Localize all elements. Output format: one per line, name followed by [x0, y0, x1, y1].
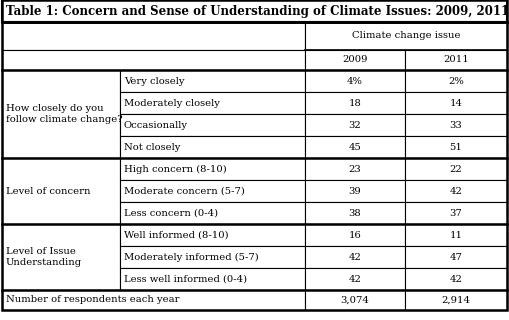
Text: 32: 32: [349, 121, 361, 130]
Bar: [2, 224, 120, 290]
Text: 33: 33: [449, 121, 462, 130]
Text: Number of respondents each year: Number of respondents each year: [6, 295, 180, 305]
Text: 42: 42: [449, 187, 463, 196]
Bar: [305, 290, 405, 310]
Text: High concern (8-10): High concern (8-10): [124, 164, 227, 173]
Bar: [2, 22, 305, 50]
Text: 42: 42: [349, 275, 361, 284]
Text: 2%: 2%: [448, 76, 464, 85]
Bar: [405, 268, 507, 290]
Text: 22: 22: [449, 164, 462, 173]
Bar: [120, 224, 305, 246]
Bar: [305, 202, 405, 224]
Bar: [305, 70, 405, 92]
Bar: [120, 268, 305, 290]
Bar: [120, 180, 305, 202]
Bar: [120, 136, 305, 158]
Bar: [2, 158, 120, 224]
Bar: [120, 92, 305, 114]
Text: Very closely: Very closely: [124, 76, 184, 85]
Text: 18: 18: [349, 99, 361, 108]
Text: Moderately informed (5-7): Moderately informed (5-7): [124, 252, 259, 261]
Bar: [120, 246, 305, 268]
Text: 45: 45: [349, 142, 361, 151]
Bar: [2, 50, 305, 70]
Text: Climate change issue: Climate change issue: [352, 31, 460, 41]
Bar: [405, 202, 507, 224]
Bar: [305, 114, 405, 136]
Text: Table 1: Concern and Sense of Understanding of Climate Issues: 2009, 2011.: Table 1: Concern and Sense of Understand…: [6, 4, 509, 18]
Text: Level of concern: Level of concern: [6, 187, 91, 196]
Text: Occasionally: Occasionally: [124, 121, 188, 130]
Text: 42: 42: [449, 275, 463, 284]
Bar: [2, 0, 507, 22]
Bar: [405, 92, 507, 114]
Bar: [405, 290, 507, 310]
Text: 3,074: 3,074: [341, 295, 370, 305]
Bar: [405, 246, 507, 268]
Text: 39: 39: [349, 187, 361, 196]
Text: 11: 11: [449, 230, 463, 239]
Text: 23: 23: [349, 164, 361, 173]
Text: 2011: 2011: [443, 55, 469, 65]
Bar: [305, 92, 405, 114]
Bar: [2, 0, 507, 22]
Text: Not closely: Not closely: [124, 142, 180, 151]
Bar: [305, 158, 405, 180]
Text: Well informed (8-10): Well informed (8-10): [124, 230, 229, 239]
Bar: [305, 22, 507, 50]
Bar: [305, 268, 405, 290]
Bar: [405, 70, 507, 92]
Text: 16: 16: [349, 230, 361, 239]
Text: Moderately closely: Moderately closely: [124, 99, 220, 108]
Text: Moderate concern (5-7): Moderate concern (5-7): [124, 187, 245, 196]
Bar: [120, 70, 305, 92]
Text: 42: 42: [349, 252, 361, 261]
Text: 14: 14: [449, 99, 463, 108]
Bar: [405, 50, 507, 70]
Text: 37: 37: [449, 209, 462, 218]
Bar: [305, 180, 405, 202]
Text: 38: 38: [349, 209, 361, 218]
Text: Level of Issue
Understanding: Level of Issue Understanding: [6, 247, 82, 267]
Text: 2009: 2009: [342, 55, 367, 65]
Bar: [120, 202, 305, 224]
Bar: [405, 136, 507, 158]
Bar: [120, 158, 305, 180]
Bar: [305, 246, 405, 268]
Text: How closely do you
follow climate change?: How closely do you follow climate change…: [6, 104, 123, 124]
Bar: [120, 114, 305, 136]
Bar: [2, 290, 305, 310]
Bar: [405, 158, 507, 180]
Text: Less concern (0-4): Less concern (0-4): [124, 209, 218, 218]
Bar: [305, 50, 405, 70]
Bar: [405, 224, 507, 246]
Text: 4%: 4%: [347, 76, 363, 85]
Bar: [405, 180, 507, 202]
Text: 47: 47: [449, 252, 463, 261]
Text: 2,914: 2,914: [441, 295, 470, 305]
Text: Less well informed (0-4): Less well informed (0-4): [124, 275, 247, 284]
Bar: [2, 70, 120, 158]
Text: 51: 51: [449, 142, 463, 151]
Bar: [305, 224, 405, 246]
Bar: [405, 114, 507, 136]
Bar: [305, 136, 405, 158]
